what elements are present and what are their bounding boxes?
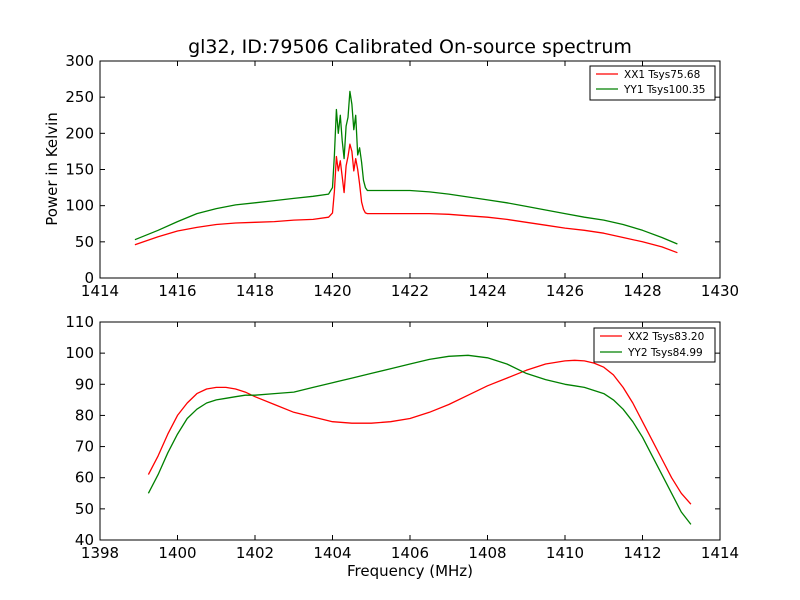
legend-label-xx1: XX1 Tsys75.68 xyxy=(624,69,700,81)
axis-ticks: 1398 1400 1402 1404 1406 1408 1410 1412 1414 40 50… xyxy=(65,313,739,562)
x-tick-label: 1404 xyxy=(313,544,351,562)
x-tick-label: 1406 xyxy=(391,544,429,562)
y-tick-label: 200 xyxy=(65,124,94,142)
legend: XX2 Tsys83.20 YY2 Tsys84.99 xyxy=(593,327,716,363)
x-tick-label: 1400 xyxy=(158,544,196,562)
x-tick-label: 1428 xyxy=(623,282,661,300)
x-tick-label: 1412 xyxy=(623,544,661,562)
bottom-spectrum-plot: Frequency (MHz) 1398 1400 1402 1404 1406 1408… xyxy=(65,313,739,580)
chart-title: gl32, ID:79506 Calibrated On-source spec… xyxy=(188,36,632,58)
y-tick-label: 300 xyxy=(65,52,94,70)
y-axis-label: Power in Kelvin xyxy=(43,112,61,226)
x-tick-label: 1422 xyxy=(391,282,429,300)
x-tick-label: 1398 xyxy=(81,544,119,562)
y-tick-label: 90 xyxy=(75,375,94,393)
legend-box xyxy=(593,327,716,363)
x-tick-label: 1416 xyxy=(158,282,196,300)
y-tick-label: 50 xyxy=(75,233,94,251)
series-line-yy1 xyxy=(134,90,678,245)
series-lines xyxy=(147,354,692,525)
y-tick-label: 250 xyxy=(65,88,94,106)
y-tick-label: 60 xyxy=(75,469,94,487)
series-line-xx1 xyxy=(134,143,678,254)
y-tick-label: 40 xyxy=(75,531,94,549)
x-tick-label: 1426 xyxy=(546,282,584,300)
x-tick-label: 1414 xyxy=(81,282,119,300)
y-tick-label: 100 xyxy=(65,344,94,362)
series-lines xyxy=(134,90,678,254)
y-tick-label: 110 xyxy=(65,313,94,331)
legend-label-xx2: XX2 Tsys83.20 xyxy=(628,331,704,343)
y-tick-label: 100 xyxy=(65,197,94,215)
x-tick-label: 1402 xyxy=(236,544,274,562)
x-tick-label: 1408 xyxy=(468,544,506,562)
x-tick-label: 1414 xyxy=(701,544,739,562)
axis-ticks: 1414 1416 1418 1420 1422 1424 1426 1428 1430 0 50 1… xyxy=(65,52,739,300)
top-spectrum-plot: gl32, ID:79506 Calibrated On-source spec… xyxy=(43,36,739,300)
y-tick-label: 150 xyxy=(65,161,94,179)
legend-label-yy2: YY2 Tsys84.99 xyxy=(627,347,703,359)
series-line-xx2 xyxy=(147,359,692,505)
y-tick-label: 80 xyxy=(75,406,94,424)
series-line-yy2 xyxy=(147,354,692,525)
legend: XX1 Tsys75.68 YY1 Tsys100.35 xyxy=(589,65,716,101)
legend-box xyxy=(589,65,716,101)
legend-label-yy1: YY1 Tsys100.35 xyxy=(623,84,705,96)
x-tick-label: 1420 xyxy=(313,282,351,300)
x-tick-label: 1424 xyxy=(468,282,506,300)
x-tick-label: 1418 xyxy=(236,282,274,300)
y-tick-label: 50 xyxy=(75,500,94,518)
x-tick-label: 1410 xyxy=(546,544,584,562)
y-tick-label: 70 xyxy=(75,438,94,456)
x-tick-label: 1430 xyxy=(701,282,739,300)
x-axis-label: Frequency (MHz) xyxy=(347,562,473,580)
y-tick-label: 0 xyxy=(84,269,94,287)
